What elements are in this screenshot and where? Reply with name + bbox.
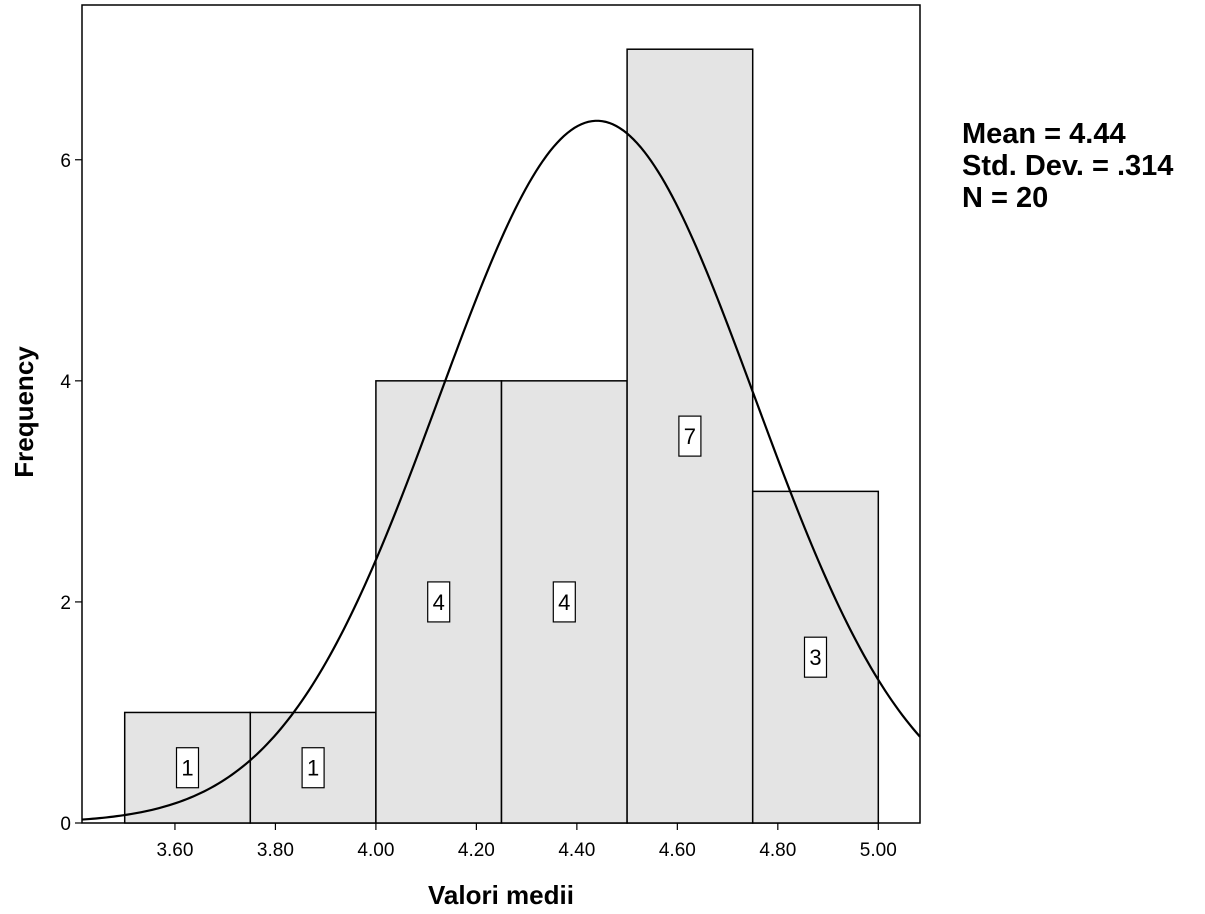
bar-count-label-box [803,636,828,678]
bar-count-label-3: 4 [427,581,451,623]
bar-count-label-1: 1 [175,747,200,789]
bar-count-label-text: 4 [558,590,570,615]
y-axis-title: Frequency [9,346,39,478]
x-tick-label: 4.40 [558,840,595,861]
bar-count-label-4: 4 [552,581,576,623]
x-tick-label: 4.00 [357,840,394,861]
mean-stat: Mean = 4.44 [962,118,1126,150]
x-tick-label: 4.80 [759,840,796,861]
x-tick-label: 4.60 [659,840,696,861]
n-stat: N = 20 [962,182,1049,214]
bar-count-label-text: 1 [181,756,193,781]
bar-count-label-box [175,747,200,789]
std-dev-stat: Std. Dev. = .314 [962,150,1174,182]
bar-count-label-text: 7 [684,424,696,449]
normal-distribution-curve [81,119,921,821]
x-axis-title: Valori medii [428,880,574,910]
y-tick-label: 6 [60,151,71,172]
bar-count-label-6: 3 [803,636,828,678]
bar-count-label-text: 4 [433,590,445,615]
bar-count-label-2: 1 [301,747,325,789]
bar-count-label-text: 1 [307,756,319,781]
bar-count-label-box [427,581,451,623]
x-tick-label: 5.00 [860,840,897,861]
bar-count-label-text: 3 [809,645,821,670]
x-tick-label: 3.80 [257,840,294,861]
statistics-legend: Mean = 4.44 Std. Dev. = .314 N = 20 [962,118,1173,214]
y-tick-label: 0 [60,814,71,835]
bar-count-label-box [678,415,702,457]
bar-count-label-box [301,747,325,789]
bar-count-label-5: 7 [678,415,702,457]
y-tick-label: 2 [60,593,71,614]
x-tick-label: 3.60 [156,840,193,861]
bar-count-label-box [552,581,576,623]
y-tick-label: 4 [60,372,71,393]
x-tick-label: 4.20 [458,840,495,861]
